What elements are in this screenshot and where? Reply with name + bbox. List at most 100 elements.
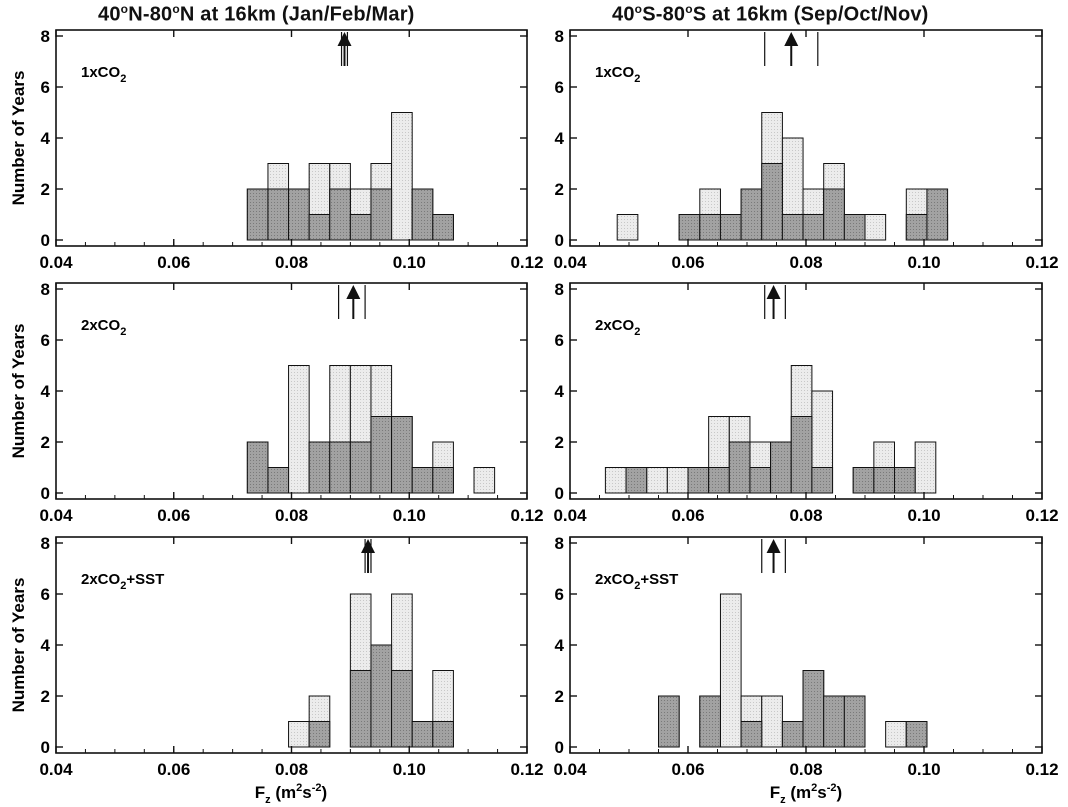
histogram-bar-subset	[719, 214, 742, 241]
histogram-bar-subset	[370, 644, 393, 748]
x-tick-label: 0.08	[789, 253, 822, 272]
x-tick-label: 0.04	[553, 253, 587, 272]
histogram-bar-subset	[329, 188, 351, 241]
x-tick-label: 0.06	[671, 253, 704, 272]
histogram-bar-subset	[905, 214, 928, 241]
histogram-bar-subset	[678, 214, 701, 241]
x-tick-label: 0.04	[553, 760, 587, 779]
histogram-bar-subset	[267, 188, 290, 241]
y-tick-label: 2	[555, 687, 564, 706]
panel-label: 2xCO2	[595, 317, 640, 338]
x-tick-label: 0.08	[789, 506, 822, 525]
panel-label: 1xCO2	[81, 64, 126, 85]
histogram-bar-total	[666, 467, 689, 494]
histogram-bar-subset	[823, 695, 845, 748]
histogram-bar-subset	[740, 721, 763, 748]
y-tick-label: 4	[41, 636, 51, 655]
histogram-bar-total	[616, 214, 639, 241]
y-tick-label: 0	[41, 484, 50, 503]
y-tick-label: 2	[555, 433, 564, 452]
histogram-bar-total	[719, 593, 742, 748]
histogram-bar-subset	[708, 467, 730, 494]
y-tick-label: 8	[41, 534, 50, 553]
histogram-bar-subset	[905, 721, 928, 748]
y-tick-label: 0	[555, 738, 564, 757]
y-tick-label: 6	[555, 585, 564, 604]
histogram-bar-subset	[802, 214, 825, 241]
x-tick-label: 0.12	[1025, 253, 1058, 272]
histogram-bar-subset	[811, 467, 834, 494]
histogram-bar-subset	[329, 441, 351, 494]
panel-frame	[55, 536, 528, 754]
x-tick-label: 0.08	[789, 760, 822, 779]
histogram-bar-total	[288, 721, 310, 748]
y-tick-label: 8	[41, 280, 50, 299]
histogram-bar-total	[288, 365, 310, 494]
y-axis-label: Number of Years	[9, 71, 28, 206]
x-tick-label: 0.10	[907, 253, 940, 272]
y-tick-label: 0	[41, 738, 50, 757]
histogram-bar-total	[391, 112, 413, 241]
x-tick-label: 0.06	[671, 506, 704, 525]
arrow-head	[766, 539, 781, 553]
histogram-bar-subset	[843, 695, 866, 748]
histogram-bar-subset	[843, 214, 866, 241]
y-tick-label: 2	[555, 180, 564, 199]
histogram-bar-subset	[432, 214, 454, 241]
y-tick-label: 8	[555, 534, 564, 553]
histogram-bar-subset	[740, 188, 763, 241]
histogram-bar-subset	[823, 188, 845, 241]
histogram-bar-total	[604, 467, 627, 494]
x-tick-label: 0.08	[275, 506, 308, 525]
x-tick-label: 0.12	[510, 760, 543, 779]
x-tick-label: 0.06	[157, 506, 190, 525]
y-tick-label: 4	[41, 129, 51, 148]
x-tick-label: 0.06	[157, 760, 190, 779]
y-tick-label: 4	[555, 382, 565, 401]
right-column-title: 40oS-80oS at 16km (Sep/Oct/Nov)	[612, 2, 929, 26]
histogram-bar-subset	[699, 695, 721, 748]
x-tick-label: 0.12	[1025, 760, 1058, 779]
histogram-bar-subset	[781, 721, 804, 748]
y-tick-label: 8	[555, 27, 564, 46]
histogram-bar-subset	[288, 188, 310, 241]
histogram-bar-total	[473, 467, 496, 494]
x-tick-label: 0.10	[907, 760, 940, 779]
arrow-head	[337, 32, 352, 46]
panel-label: 2xCO2	[81, 317, 126, 338]
histogram-bar-subset	[658, 695, 680, 748]
x-tick-label: 0.10	[393, 506, 426, 525]
histogram-bar-subset	[790, 416, 813, 494]
y-tick-label: 2	[41, 180, 50, 199]
histogram-bar-subset	[926, 188, 949, 241]
y-axis-label: Number of Years	[9, 578, 28, 713]
y-tick-label: 6	[41, 585, 50, 604]
y-tick-label: 0	[41, 231, 50, 250]
x-tick-label: 0.12	[510, 506, 543, 525]
histogram-bar-subset	[308, 721, 331, 748]
x-tick-label: 0.10	[393, 760, 426, 779]
arrow-head	[766, 285, 781, 299]
histogram-bar-subset	[687, 467, 710, 494]
y-tick-label: 2	[41, 433, 50, 452]
histogram-bar-subset	[349, 214, 372, 241]
y-tick-label: 6	[41, 78, 50, 97]
histogram-bar-subset	[411, 467, 434, 494]
y-tick-label: 8	[41, 27, 50, 46]
y-tick-label: 2	[41, 687, 50, 706]
histogram-bar-subset	[781, 214, 804, 241]
histogram-bar-total	[914, 441, 937, 494]
left-column-title: 40oN-80oN at 16km (Jan/Feb/Mar)	[98, 2, 415, 26]
x-tick-label: 0.06	[157, 253, 190, 272]
x-tick-label: 0.08	[275, 253, 308, 272]
histogram-bar-total	[864, 214, 887, 241]
histogram-bar-total	[646, 467, 668, 494]
x-tick-label: 0.12	[1025, 506, 1058, 525]
y-tick-label: 0	[555, 231, 564, 250]
histogram-bar-subset	[699, 214, 721, 241]
y-tick-label: 6	[555, 331, 564, 350]
histogram-bar-subset	[802, 670, 825, 748]
histogram-bar-subset	[267, 467, 290, 494]
x-tick-label: 0.04	[553, 506, 587, 525]
histogram-bar-total	[885, 721, 907, 748]
